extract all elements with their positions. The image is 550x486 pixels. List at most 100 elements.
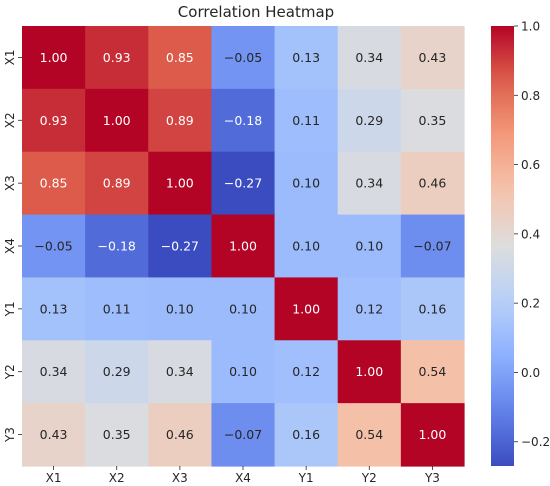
cell-label: −0.05 bbox=[224, 50, 262, 65]
cell-label: 1.00 bbox=[355, 364, 383, 379]
y-axis: X1 X2 X3 X4 Y1 Y2 Y3 bbox=[3, 49, 22, 443]
heatmap-cell bbox=[400, 88, 465, 153]
heatmap-cell bbox=[85, 340, 149, 404]
heatmap-cell bbox=[274, 340, 339, 404]
heatmap-cell bbox=[211, 88, 276, 153]
heatmap-cell bbox=[85, 88, 149, 153]
heatmap-cell bbox=[148, 214, 213, 279]
y-tick-label: Y1 bbox=[3, 301, 17, 317]
cell-label: 0.93 bbox=[103, 50, 131, 65]
cell-label: 0.12 bbox=[292, 364, 320, 379]
x-tick-label: X3 bbox=[172, 471, 188, 485]
heatmap-cell bbox=[22, 403, 86, 467]
colorbar-gradient bbox=[491, 26, 514, 466]
y-tick-label: Y2 bbox=[3, 364, 17, 380]
cell-label: 0.34 bbox=[166, 364, 194, 379]
heatmap-cell bbox=[22, 26, 86, 90]
y-tick-label: Y3 bbox=[3, 427, 17, 443]
heatmap-cell bbox=[148, 26, 213, 90]
cell-label: 1.00 bbox=[103, 113, 131, 128]
x-tick-label: X4 bbox=[235, 471, 251, 485]
cell-annotations: 1.00 0.93 0.85 −0.05 0.13 0.34 0.43 0.93 1.00 0.8… bbox=[34, 50, 451, 442]
colorbar-tick-label: −0.2 bbox=[521, 435, 550, 449]
cell-label: −0.18 bbox=[98, 239, 136, 254]
heatmap-cell bbox=[22, 277, 86, 341]
y-tick-label: X4 bbox=[3, 238, 17, 254]
heatmap-cell bbox=[22, 340, 86, 404]
colorbar bbox=[491, 26, 514, 466]
heatmap-cell bbox=[337, 403, 402, 467]
heatmap-cell bbox=[400, 26, 465, 90]
heatmap-cell bbox=[148, 151, 213, 216]
heatmap-cell bbox=[148, 403, 213, 467]
heatmap-cell bbox=[400, 403, 465, 467]
cell-label: 0.10 bbox=[355, 239, 383, 254]
heatmap-cell bbox=[22, 214, 86, 279]
cell-label: 0.34 bbox=[355, 176, 383, 191]
heatmap-cell bbox=[211, 277, 276, 341]
heatmap-cell bbox=[274, 151, 339, 216]
cell-label: −0.07 bbox=[413, 239, 451, 254]
cell-label: 0.10 bbox=[292, 239, 320, 254]
cell-label: 1.00 bbox=[40, 50, 68, 65]
heatmap-cell bbox=[211, 214, 276, 279]
cell-label: 0.85 bbox=[40, 176, 68, 191]
x-tick-label: X1 bbox=[46, 471, 62, 485]
cell-label: 0.29 bbox=[355, 113, 383, 128]
y-tick-label: X3 bbox=[3, 175, 17, 191]
cell-label: 0.46 bbox=[419, 176, 447, 191]
colorbar-tick-label: 1.0 bbox=[521, 20, 540, 34]
heatmap-cell bbox=[337, 277, 402, 341]
cell-label: 0.11 bbox=[103, 301, 131, 316]
cell-label: 0.13 bbox=[292, 50, 320, 65]
heatmap-cell bbox=[337, 151, 402, 216]
heatmap-cell bbox=[211, 403, 276, 467]
x-tick-label: X2 bbox=[109, 471, 125, 485]
cell-label: 0.10 bbox=[292, 176, 320, 191]
heatmap-cell bbox=[274, 403, 339, 467]
colorbar-tick-label: 0.0 bbox=[521, 366, 540, 380]
colorbar-tick-label: 0.2 bbox=[521, 297, 540, 311]
cell-label: 1.00 bbox=[419, 427, 447, 442]
cell-label: −0.07 bbox=[224, 427, 262, 442]
heatmap-cell bbox=[400, 277, 465, 341]
cell-label: 0.89 bbox=[103, 176, 131, 191]
heatmap-cell bbox=[85, 151, 149, 216]
cell-label: 0.12 bbox=[355, 301, 383, 316]
cell-label: 0.34 bbox=[40, 364, 68, 379]
heatmap-cell bbox=[337, 26, 402, 90]
cell-label: 0.46 bbox=[166, 427, 194, 442]
cell-label: 0.93 bbox=[40, 113, 68, 128]
y-tick-label: X2 bbox=[3, 112, 17, 128]
heatmap-cell bbox=[211, 151, 276, 216]
heatmap-cell bbox=[211, 340, 276, 404]
heatmap-cell bbox=[274, 26, 339, 90]
cell-label: 1.00 bbox=[166, 176, 194, 191]
cell-label: 0.85 bbox=[166, 50, 194, 65]
cell-label: 0.10 bbox=[229, 364, 257, 379]
cell-label: 0.43 bbox=[40, 427, 68, 442]
cell-label: 0.43 bbox=[419, 50, 447, 65]
cell-label: 0.34 bbox=[355, 50, 383, 65]
cell-label: −0.27 bbox=[224, 176, 262, 191]
heatmap-cell bbox=[337, 340, 402, 404]
heatmap-cell bbox=[400, 151, 465, 216]
x-axis: X1 X2 X3 X4 Y1 Y2 Y3 bbox=[46, 466, 440, 485]
x-tick-label: Y2 bbox=[361, 471, 377, 485]
colorbar-tick-label: 0.8 bbox=[521, 89, 540, 103]
heatmap-cell bbox=[148, 88, 213, 153]
heatmap-cells bbox=[22, 26, 465, 467]
colorbar-tick-label: 0.4 bbox=[521, 227, 540, 241]
chart-title: Correlation Heatmap bbox=[178, 3, 334, 21]
heatmap-cell bbox=[400, 214, 465, 279]
cell-label: 1.00 bbox=[292, 301, 320, 316]
cell-label: 1.00 bbox=[229, 239, 257, 254]
heatmap-cell bbox=[400, 340, 465, 404]
cell-label: 0.89 bbox=[166, 113, 194, 128]
heatmap-cell bbox=[337, 88, 402, 153]
heatmap-cell bbox=[274, 88, 339, 153]
heatmap-cell bbox=[22, 151, 86, 216]
x-tick-label: Y3 bbox=[424, 471, 440, 485]
heatmap-cell bbox=[148, 277, 213, 341]
